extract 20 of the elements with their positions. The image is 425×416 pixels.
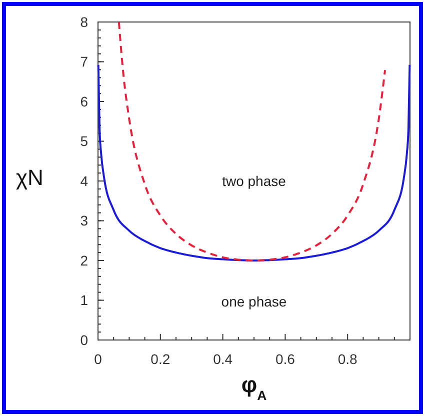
x-tick-label: 0 [94,351,102,367]
line-series [118,21,386,262]
x-tick-label: 0.2 [150,351,170,367]
y-tick-label: 6 [80,93,88,110]
y-tick-label: 7 [80,54,88,70]
line-series [97,64,411,262]
y-tick-label: 4 [80,172,88,189]
y-tick-label: 0 [80,332,88,348]
x-axis-title: φ$_{A}$ [241,372,268,402]
annotation: two phase [222,172,286,189]
y-tick-label: 2 [80,252,88,268]
y-tick-label: 1 [80,292,88,308]
y-tick-label: 3 [80,212,88,229]
y-tick-label: 8 [80,14,88,30]
x-tick-label: 0.6 [275,351,296,367]
annotation: one phase [221,294,287,310]
x-tick-label: 0.8 [338,351,358,367]
y-tick-label: 5 [80,133,88,150]
x-tick-label: 0.4 [213,351,233,367]
y-axis-title: χN [16,164,44,190]
